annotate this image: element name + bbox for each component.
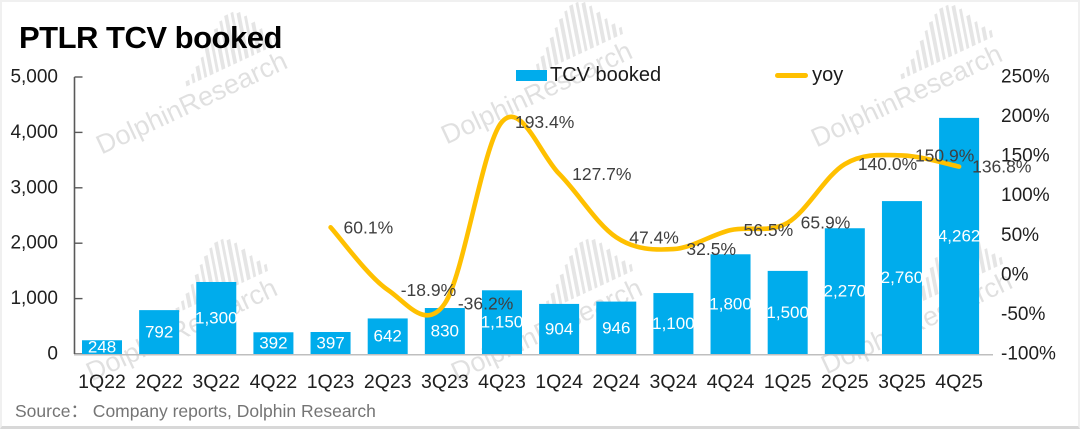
left-axis-label: 0 <box>47 344 58 365</box>
bar-label-4Q25: 4,262 <box>938 226 981 245</box>
x-axis-label-2Q23: 2Q23 <box>364 371 412 393</box>
bar-label-3Q25: 2,760 <box>881 268 924 287</box>
bar-label-4Q22: 392 <box>259 334 287 353</box>
legend-item-yoy: yoy <box>775 64 843 87</box>
left-axis-label: 4,000 <box>10 122 58 143</box>
bar-1Q23 <box>310 332 351 354</box>
yoy-label-1Q23: 60.1% <box>344 217 394 237</box>
bar-1Q24 <box>539 303 580 354</box>
legend-label-yoy: yoy <box>812 64 844 86</box>
bar-4Q22 <box>253 332 294 354</box>
bar-label-2Q25: 2,270 <box>824 282 867 301</box>
x-axis-label-2Q25: 2Q25 <box>821 371 869 393</box>
left-axis-label: 3,000 <box>10 177 58 198</box>
x-axis-label-1Q25: 1Q25 <box>764 371 812 393</box>
x-axis-label-3Q24: 3Q24 <box>650 371 698 393</box>
yoy-label-2Q23: -18.9% <box>401 280 456 300</box>
right-axis-label: 0% <box>1001 264 1029 285</box>
x-axis-label-4Q23: 4Q23 <box>478 371 526 393</box>
bar-label-1Q25: 1,500 <box>766 303 809 322</box>
right-axis-label: 200% <box>1001 106 1050 127</box>
yoy-label-4Q24: 56.5% <box>744 220 794 240</box>
right-axis-label: -50% <box>1001 304 1045 325</box>
x-axis-label-4Q24: 4Q24 <box>707 371 755 393</box>
right-axis-label: 100% <box>1001 185 1050 206</box>
x-axis-label-4Q22: 4Q22 <box>250 371 298 393</box>
left-axis-label: 2,000 <box>10 233 58 254</box>
x-axis-label-2Q24: 2Q24 <box>592 371 640 393</box>
yoy-label-4Q23: 193.4% <box>515 112 574 132</box>
yoy-line <box>328 114 962 318</box>
legend-bar-swatch-icon <box>516 70 547 81</box>
right-axis-label: 250% <box>1001 67 1050 88</box>
bar-4Q24 <box>710 254 751 354</box>
left-axis-label: 1,000 <box>10 288 58 309</box>
bar-1Q25 <box>767 270 808 354</box>
x-axis-label-4Q25: 4Q25 <box>935 371 983 393</box>
x-axis-label-1Q23: 1Q23 <box>307 371 355 393</box>
bar-label-4Q24: 1,800 <box>709 295 752 314</box>
yoy-label-4Q25: 136.8% <box>972 157 1031 177</box>
right-axis-label: -100% <box>1001 344 1056 365</box>
bar-2Q24 <box>596 301 637 354</box>
left-axis-label: 5,000 <box>10 67 58 88</box>
x-axis-label-3Q25: 3Q25 <box>878 371 926 393</box>
bar-4Q23 <box>481 290 522 354</box>
bar-label-2Q22: 792 <box>145 323 173 342</box>
legend: TCV booked yoy <box>516 64 843 87</box>
bar-label-2Q23: 642 <box>374 327 402 346</box>
bar-4Q25 <box>939 117 980 355</box>
yoy-label-3Q23: -36.2% <box>458 294 513 314</box>
legend-line-swatch-icon <box>775 73 809 78</box>
yoy-label-2Q24: 47.4% <box>629 227 679 247</box>
bar-2Q25 <box>824 228 865 354</box>
yoy-label-3Q24: 32.5% <box>686 239 736 259</box>
source-note: Source： Company reports, Dolphin Researc… <box>15 401 376 421</box>
bar-2Q22 <box>139 310 180 354</box>
legend-label-tcv-booked: TCV booked <box>550 64 662 86</box>
bar-label-3Q23: 830 <box>431 322 459 341</box>
bar-2Q23 <box>367 318 408 354</box>
bar-label-3Q24: 1,100 <box>652 314 695 333</box>
bar-label-3Q22: 1,300 <box>195 308 238 327</box>
bar-1Q22 <box>82 340 122 354</box>
bar-label-1Q23: 397 <box>316 334 344 353</box>
x-axis-label-1Q22: 1Q22 <box>78 371 126 393</box>
x-axis-label-3Q23: 3Q23 <box>421 371 469 393</box>
bar-3Q22 <box>196 281 237 354</box>
x-axis-label-2Q22: 2Q22 <box>135 371 183 393</box>
right-axis-label: 50% <box>1001 225 1039 246</box>
bar-3Q24 <box>653 293 694 354</box>
right-axis-label: 150% <box>1001 146 1050 167</box>
chart-title: PTLR TCV booked <box>19 20 282 55</box>
bar-label-2Q24: 946 <box>602 318 630 337</box>
bar-label-1Q22: 248 <box>88 338 116 357</box>
yoy-label-3Q25: 150.9% <box>915 145 974 165</box>
yoy-label-1Q25: 65.9% <box>801 213 851 233</box>
bar-label-4Q23: 1,150 <box>481 313 524 332</box>
x-axis-label-3Q22: 3Q22 <box>192 371 240 393</box>
legend-item-tcv-booked: TCV booked <box>516 64 661 87</box>
yoy-label-1Q24: 127.7% <box>572 164 631 184</box>
bar-label-1Q24: 904 <box>545 319 573 338</box>
yoy-label-2Q25: 140.0% <box>858 154 917 174</box>
x-axis-label-1Q24: 1Q24 <box>535 371 583 393</box>
bar-3Q25 <box>881 201 922 354</box>
